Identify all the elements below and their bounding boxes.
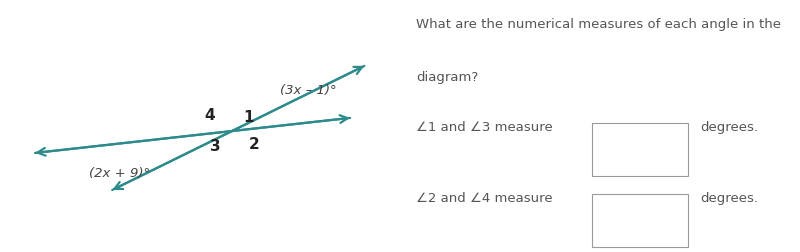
Text: ∠2 and ∠4 measure: ∠2 and ∠4 measure bbox=[416, 192, 553, 205]
Text: diagram?: diagram? bbox=[416, 71, 478, 84]
Text: degrees.: degrees. bbox=[700, 192, 758, 205]
FancyBboxPatch shape bbox=[592, 123, 688, 176]
Text: 3: 3 bbox=[210, 139, 221, 154]
Text: (3x – 1)°: (3x – 1)° bbox=[280, 84, 336, 97]
Text: What are the numerical measures of each angle in the: What are the numerical measures of each … bbox=[416, 18, 781, 31]
Text: 4: 4 bbox=[205, 108, 215, 123]
Text: 1: 1 bbox=[243, 110, 254, 125]
Text: (2x + 9)°: (2x + 9)° bbox=[90, 167, 150, 180]
Text: degrees.: degrees. bbox=[700, 121, 758, 134]
Text: ∠1 and ∠3 measure: ∠1 and ∠3 measure bbox=[416, 121, 553, 134]
FancyBboxPatch shape bbox=[592, 194, 688, 247]
Text: 2: 2 bbox=[249, 137, 259, 152]
